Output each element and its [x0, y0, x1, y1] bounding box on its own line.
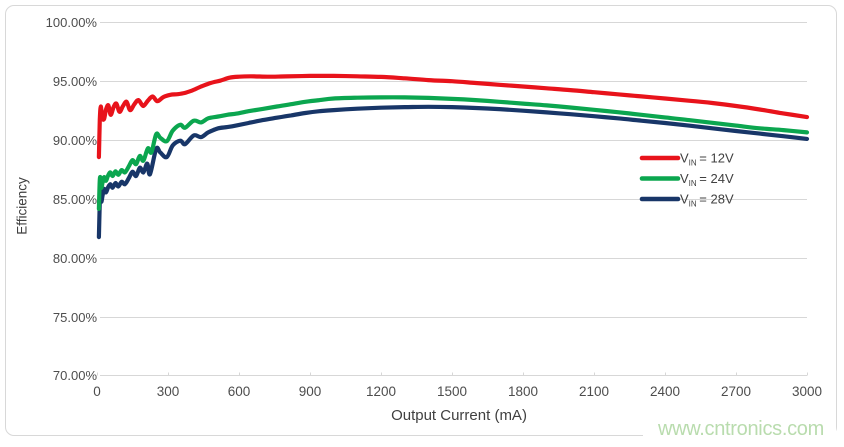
svg-text:2700: 2700	[721, 384, 751, 399]
svg-text:2400: 2400	[650, 384, 680, 399]
svg-text:900: 900	[299, 384, 322, 399]
svg-text:0: 0	[93, 384, 101, 399]
svg-text:Output Current (mA): Output Current (mA)	[391, 407, 527, 424]
svg-text:75.00%: 75.00%	[53, 310, 98, 325]
svg-text:3000: 3000	[792, 384, 822, 399]
svg-text:VIN = 24V: VIN = 24V	[680, 171, 734, 188]
svg-text:95.00%: 95.00%	[53, 74, 98, 89]
svg-text:VIN = 28V: VIN = 28V	[680, 192, 734, 209]
svg-text:1800: 1800	[508, 384, 538, 399]
svg-text:100.00%: 100.00%	[46, 15, 98, 30]
svg-text:1500: 1500	[437, 384, 467, 399]
svg-text:80.00%: 80.00%	[53, 251, 98, 266]
svg-text:600: 600	[228, 384, 251, 399]
svg-text:90.00%: 90.00%	[53, 133, 98, 148]
svg-text:70.00%: 70.00%	[53, 368, 98, 383]
svg-text:Efficiency: Efficiency	[15, 177, 30, 235]
svg-text:1200: 1200	[366, 384, 396, 399]
svg-text:300: 300	[157, 384, 180, 399]
svg-text:85.00%: 85.00%	[53, 192, 98, 207]
svg-text:2100: 2100	[579, 384, 609, 399]
svg-text:VIN = 12V: VIN = 12V	[680, 151, 734, 168]
